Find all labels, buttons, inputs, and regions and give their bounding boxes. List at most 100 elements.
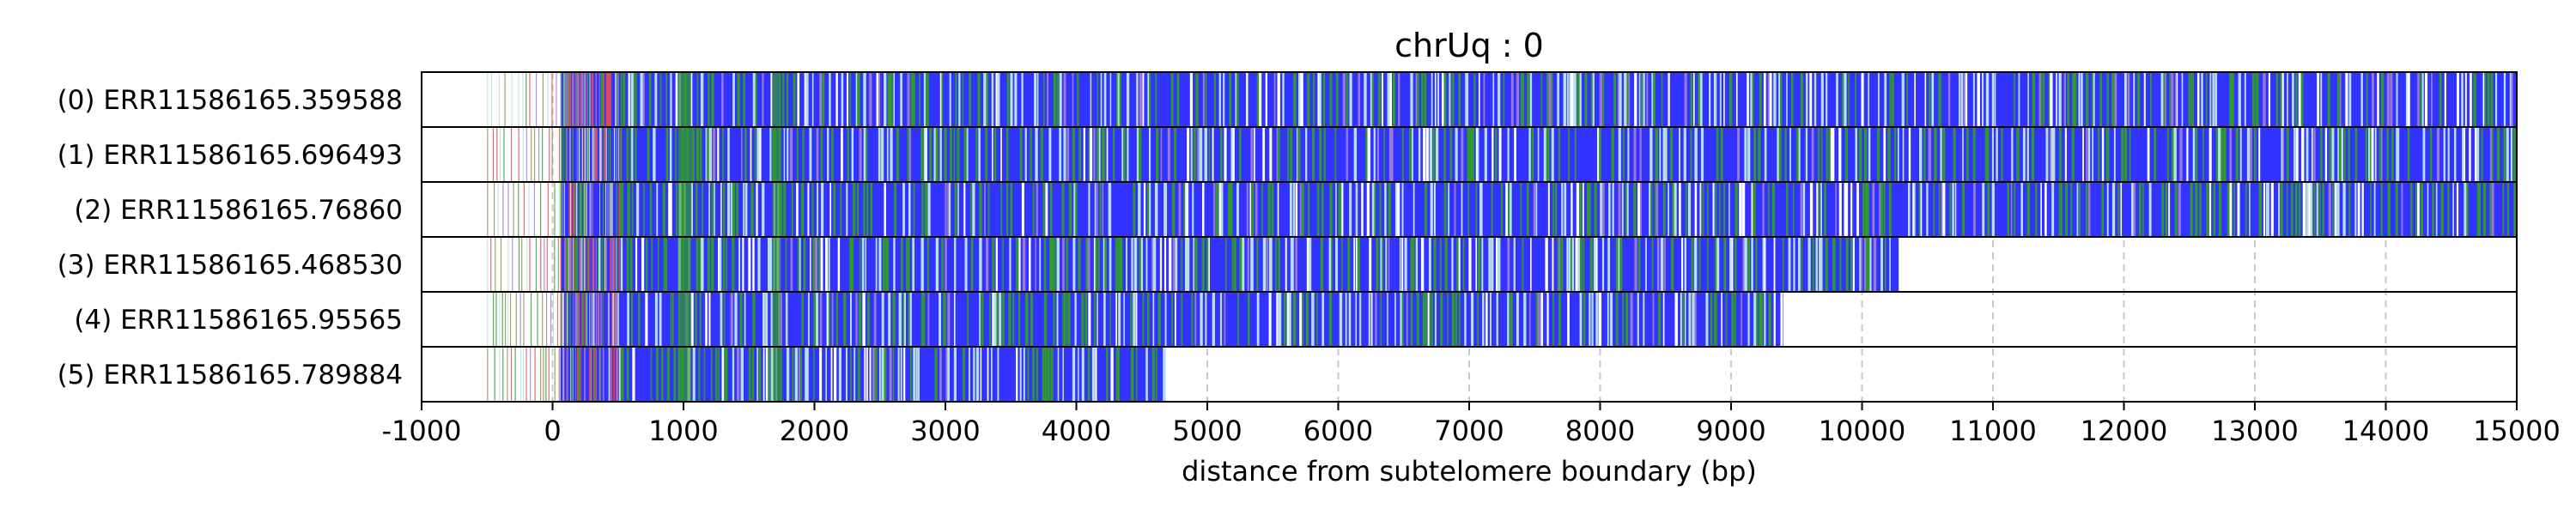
track-stripe: [772, 183, 781, 236]
track-stripe: [2310, 183, 2313, 236]
track-stripe: [615, 238, 617, 291]
track-stripe: [985, 128, 988, 181]
track-stripe: [1693, 238, 1698, 291]
track-stripe: [715, 348, 718, 401]
track-stripe: [857, 73, 860, 126]
track-stripe: [2129, 128, 2131, 181]
track-stripe: [1169, 238, 1172, 291]
track-stripe: [1444, 238, 1448, 291]
track-stripe: [750, 128, 752, 181]
track-stripe: [1455, 128, 1458, 181]
track-stripe: [670, 293, 672, 346]
track-stripe: [550, 293, 552, 346]
track-stripe: [2357, 183, 2360, 236]
track-stripe: [1305, 293, 1309, 346]
track-stripe: [1619, 238, 1623, 291]
track-stripe: [611, 128, 613, 181]
track-stripe: [772, 348, 781, 401]
track-stripe: [1376, 238, 1379, 291]
track-stripe: [2301, 128, 2305, 181]
track-stripe: [1442, 73, 1444, 126]
track-stripe: [783, 128, 786, 181]
track-stripe: [609, 293, 611, 346]
track-stripe: [1109, 73, 1112, 126]
track-stripe: [2476, 183, 2480, 236]
track-stripe: [1933, 183, 1935, 236]
track-stripe: [1009, 238, 1012, 291]
track-stripe: [1500, 183, 1504, 236]
track-stripe: [677, 348, 692, 401]
track-stripe: [983, 73, 987, 126]
track-stripe: [954, 293, 956, 346]
track-stripe: [1584, 73, 1588, 126]
track-stripe: [1750, 73, 1753, 126]
track-stripe: [2360, 73, 2363, 126]
track-stripe: [2489, 128, 2493, 181]
track-stripe: [1563, 73, 1566, 126]
track-stripe: [798, 348, 800, 401]
track-stripe: [1320, 238, 1322, 291]
track-stripe: [602, 348, 605, 401]
track-stripe: [594, 348, 597, 401]
track-stripe: [803, 238, 806, 291]
track-stripe: [2235, 128, 2239, 181]
track-stripe: [819, 73, 823, 126]
track-stripe: [1036, 73, 1039, 126]
track-stripe: [1498, 128, 1502, 181]
track-stripe: [1618, 128, 1621, 181]
track-stripe: [613, 238, 616, 291]
track-stripe: [945, 238, 947, 291]
track-stripe: [1401, 293, 1404, 346]
track-stripe: [1190, 128, 1193, 181]
track-stripe: [586, 293, 588, 346]
track-stripe: [1065, 293, 1067, 346]
track-stripe: [1349, 183, 1352, 236]
track-stripe: [1018, 238, 1021, 291]
track-stripe: [1229, 73, 1232, 126]
track-stripe: [562, 183, 564, 236]
track-stripe: [1341, 183, 1344, 236]
track-stripe: [1571, 238, 1575, 291]
track-stripe: [957, 128, 960, 181]
track-stripe: [531, 128, 532, 181]
track-stripe: [1513, 238, 1516, 291]
track-stripe: [1820, 73, 1824, 126]
track-stripe: [2322, 183, 2324, 236]
track-stripe: [575, 238, 578, 291]
track-stripe: [1273, 73, 1276, 126]
track-stripe: [719, 238, 722, 291]
track-stripe: [2212, 73, 2215, 126]
track-stripe: [1554, 183, 1558, 236]
track-stripe: [1039, 238, 1042, 291]
track-stripe: [590, 128, 593, 181]
track-stripe: [1982, 183, 1985, 236]
track-stripe: [2016, 128, 2020, 181]
track-stripe: [2391, 128, 2394, 181]
track-stripe: [2420, 183, 2423, 236]
track-stripe: [1786, 73, 1788, 126]
track-stripe: [1728, 73, 1733, 126]
track-stripe: [1643, 73, 1645, 126]
track-stripe: [605, 293, 608, 346]
track-stripe: [1412, 238, 1415, 291]
track-stripe: [507, 183, 509, 236]
track-stripe: [1478, 73, 1480, 126]
track-stripe: [908, 293, 910, 346]
track-stripe: [1236, 73, 1239, 126]
track-stripe: [1172, 238, 1176, 291]
track-stripe: [598, 73, 600, 126]
track-stripe: [1163, 348, 1166, 401]
track-stripe: [995, 73, 999, 126]
track-stripe: [1053, 73, 1057, 126]
x-tick-label: 5000: [1172, 415, 1242, 447]
track-stripe: [934, 348, 938, 401]
track-stripe: [1634, 238, 1637, 291]
track-stripe: [2218, 183, 2222, 236]
track-stripe: [1483, 73, 1485, 126]
track-stripe: [1000, 128, 1002, 181]
track-stripe: [2476, 128, 2480, 181]
track-stripe: [1282, 73, 1285, 126]
track-stripe: [2246, 128, 2251, 181]
track-stripe: [2268, 73, 2271, 126]
track-stripe: [886, 128, 889, 181]
